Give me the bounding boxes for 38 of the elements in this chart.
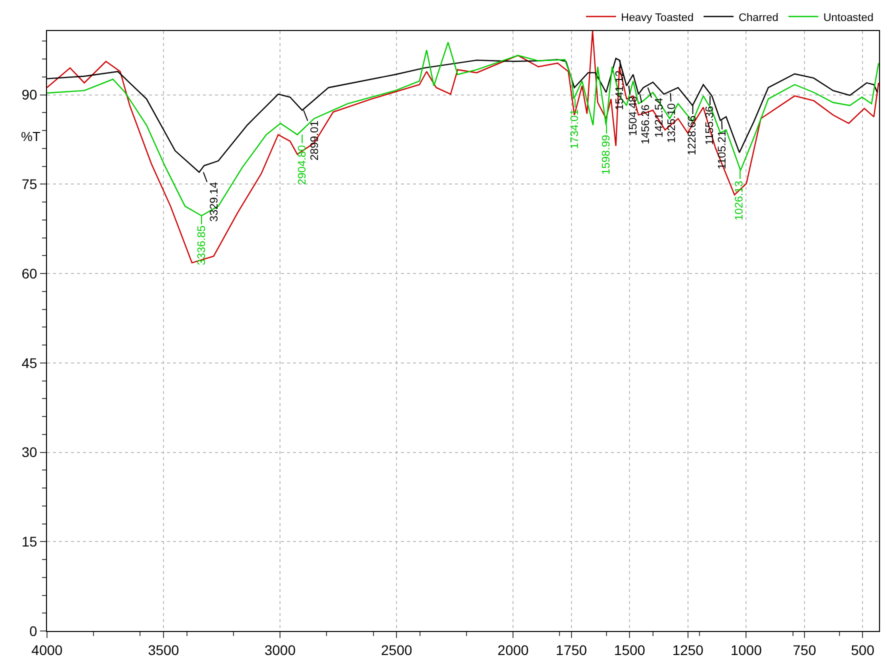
legend-label: Untoasted [823, 12, 874, 24]
x-tick-label: 1250 [672, 642, 704, 658]
x-tick-label: 1750 [556, 642, 588, 658]
y-axis-title: %T [21, 129, 41, 144]
y-tick-label: 45 [22, 354, 38, 371]
legend-label: Charred [738, 12, 778, 24]
x-tick-label: 500 [851, 642, 875, 658]
annotation: 3329.14 [208, 182, 220, 222]
annotation: 1155.36 [704, 106, 716, 145]
annotation: 2904.80 [296, 145, 309, 185]
annotation: 1456.26 [640, 104, 652, 144]
line-series [47, 31, 879, 264]
x-tick-label: 4000 [31, 642, 63, 658]
x-tick-label: 3500 [148, 642, 180, 658]
x-tick-label: 3000 [264, 642, 296, 658]
y-tick-label: 90 [22, 86, 38, 103]
x-tick-label: 2500 [381, 642, 412, 658]
annotation: 1325.10 [666, 103, 678, 144]
y-tick-label: 15 [22, 534, 38, 550]
annotation: 1504.48 [627, 96, 640, 136]
x-tick-label: 1000 [730, 642, 762, 658]
annotation: 2899.01 [308, 120, 321, 160]
y-tick-label: 60 [22, 265, 38, 282]
annotation: 1541.12 [614, 70, 626, 110]
x-tick-label: 750 [792, 642, 816, 658]
annotation: 1734.01 [569, 109, 582, 150]
annotation: 1105.21 [716, 130, 729, 170]
annotation: 1228.66 [686, 116, 698, 156]
y-tick-label: 30 [22, 444, 38, 460]
legend-label: Heavy Toasted [621, 12, 694, 24]
x-tick-label: 1500 [614, 642, 646, 658]
annotation: 1026.13 [734, 180, 746, 221]
annotation: 1598.99 [600, 134, 612, 175]
annotation: 3336.85 [196, 225, 208, 266]
x-tick-label: 2000 [498, 642, 529, 658]
y-tick-label: 75 [22, 176, 38, 192]
y-tick-label: 0 [29, 622, 38, 639]
annotation: 1421.54 [653, 98, 666, 138]
